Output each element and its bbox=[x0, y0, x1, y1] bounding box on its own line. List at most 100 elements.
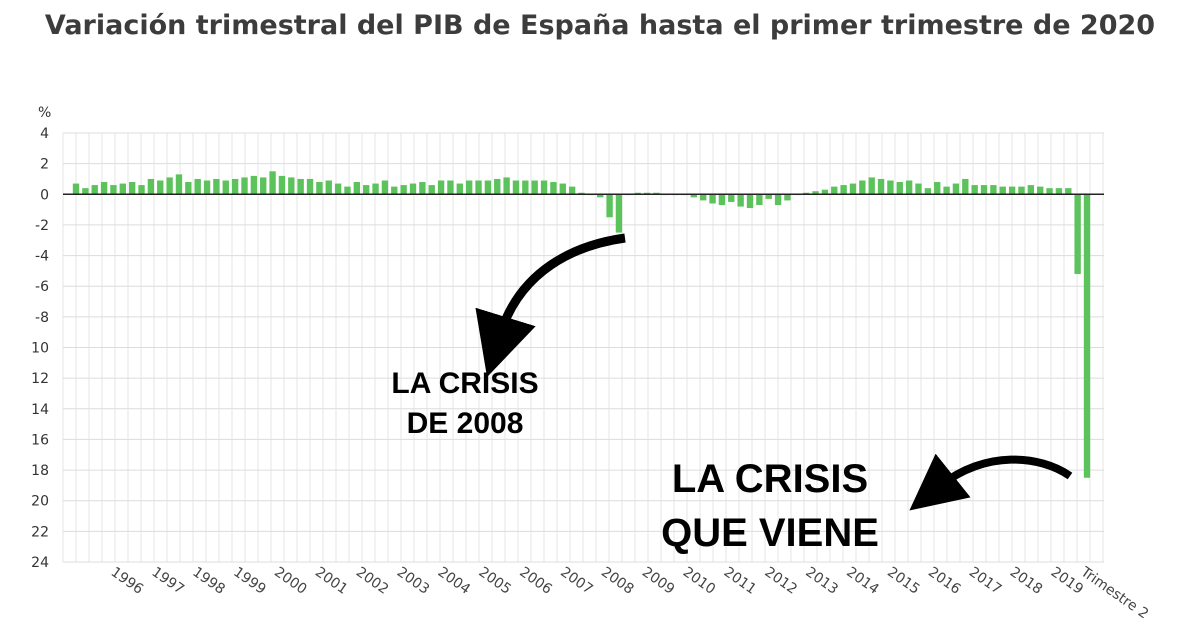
y-tick-label: -6 bbox=[35, 279, 49, 295]
bar-39 bbox=[437, 180, 445, 195]
bar-31 bbox=[363, 185, 370, 195]
bar-36 bbox=[409, 183, 417, 195]
x-tick-label: 2015 bbox=[884, 564, 922, 598]
bar-96 bbox=[971, 185, 978, 195]
bar-27 bbox=[325, 180, 332, 195]
x-tick-label: 2003 bbox=[394, 564, 432, 598]
bar-57 bbox=[606, 194, 613, 218]
bar-4 bbox=[110, 185, 117, 195]
x-tick-label: 2014 bbox=[843, 564, 881, 598]
bar-89 bbox=[905, 180, 913, 195]
y-tick-label: 2 bbox=[40, 157, 49, 173]
bar-67 bbox=[700, 194, 707, 201]
x-tick-label: 2010 bbox=[680, 564, 718, 598]
bar-30 bbox=[353, 182, 361, 195]
x-tick-label: 2008 bbox=[598, 564, 636, 598]
bar-86 bbox=[877, 178, 885, 195]
bar-71 bbox=[737, 194, 744, 207]
bar-34 bbox=[391, 186, 398, 195]
bar-107 bbox=[1074, 194, 1081, 274]
bar-8 bbox=[147, 178, 155, 195]
bar-0 bbox=[72, 183, 80, 195]
bar-28 bbox=[334, 183, 342, 195]
y-tick-label: 20 bbox=[31, 494, 49, 510]
bar-106 bbox=[1065, 188, 1072, 195]
bar-53 bbox=[568, 186, 576, 195]
bar-66 bbox=[690, 194, 698, 198]
chart-title: Variación trimestral del PIB de España h… bbox=[44, 10, 1156, 41]
bar-11 bbox=[175, 174, 183, 195]
bar-35 bbox=[400, 185, 407, 195]
bar-42 bbox=[465, 180, 473, 195]
bar-93 bbox=[943, 186, 950, 195]
bar-46 bbox=[503, 177, 510, 195]
bar-50 bbox=[540, 180, 548, 195]
bar-10 bbox=[166, 177, 173, 195]
bar-40 bbox=[447, 180, 454, 195]
bar-44 bbox=[484, 180, 492, 195]
arrow-future bbox=[909, 453, 1073, 511]
annotation-crisis-future-line-1: LA CRISIS bbox=[671, 457, 869, 501]
x-tick-label: 2013 bbox=[802, 564, 840, 598]
bar-38 bbox=[428, 185, 435, 195]
bar-105 bbox=[1055, 188, 1063, 195]
bar-102 bbox=[1027, 185, 1035, 195]
y-tick-label: 22 bbox=[31, 524, 49, 540]
bar-3 bbox=[100, 182, 108, 195]
bar-70 bbox=[728, 194, 735, 202]
bar-14 bbox=[203, 180, 211, 195]
bar-98 bbox=[990, 185, 997, 195]
bar-80 bbox=[821, 189, 829, 195]
bar-72 bbox=[746, 194, 754, 209]
x-tick-label: 2016 bbox=[925, 564, 963, 598]
bar-41 bbox=[456, 183, 463, 195]
x-tick-label: 2009 bbox=[639, 564, 677, 598]
y-tick-label: 16 bbox=[31, 432, 49, 448]
bar-85 bbox=[868, 177, 875, 195]
arrows-layer bbox=[475, 233, 1073, 511]
bar-20 bbox=[260, 177, 267, 195]
bar-26 bbox=[316, 182, 323, 195]
x-tick-label: 2002 bbox=[353, 564, 391, 598]
bar-69 bbox=[718, 194, 726, 206]
annotation-crisis-future: LA CRISIS QUE VIENE bbox=[600, 452, 940, 560]
x-tick-label: 2001 bbox=[312, 564, 350, 598]
bar-94 bbox=[952, 183, 960, 195]
bar-51 bbox=[550, 182, 557, 195]
x-tick-label: 1997 bbox=[149, 564, 187, 598]
annotation-crisis-future-line-2: QUE VIENE bbox=[661, 511, 879, 555]
y-tick-label: 4 bbox=[40, 126, 49, 142]
x-tick-label: 1998 bbox=[189, 564, 227, 598]
x-tick-label: 1999 bbox=[230, 564, 268, 598]
bar-21 bbox=[269, 171, 276, 195]
bar-108 bbox=[1083, 194, 1091, 478]
bar-91 bbox=[924, 188, 932, 195]
bar-43 bbox=[475, 180, 482, 195]
bar-82 bbox=[840, 185, 847, 195]
bar-56 bbox=[597, 194, 604, 198]
bar-61 bbox=[643, 192, 651, 195]
x-tick-label: 2012 bbox=[762, 564, 800, 598]
bar-5 bbox=[119, 183, 126, 195]
bar-6 bbox=[128, 182, 136, 195]
x-tick-label: 2006 bbox=[516, 564, 554, 598]
bar-45 bbox=[494, 178, 501, 195]
y-axis-label: % bbox=[38, 105, 51, 121]
bars-layer bbox=[72, 171, 1091, 478]
x-tick-label: 1996 bbox=[108, 564, 146, 598]
bar-52 bbox=[559, 183, 566, 195]
bar-48 bbox=[522, 180, 529, 195]
bar-18 bbox=[241, 177, 248, 195]
bar-15 bbox=[213, 178, 220, 195]
bar-101 bbox=[1018, 186, 1025, 195]
bar-95 bbox=[962, 178, 969, 195]
annotation-crisis-2008-line-2: DE 2008 bbox=[406, 407, 524, 440]
y-tick-label: 10 bbox=[31, 341, 49, 357]
y-tick-label: -4 bbox=[35, 249, 49, 265]
y-tick-label: 24 bbox=[31, 555, 49, 571]
bar-2 bbox=[91, 185, 98, 195]
bar-22 bbox=[278, 175, 286, 195]
bar-84 bbox=[859, 180, 866, 195]
bar-23 bbox=[288, 177, 295, 195]
bar-54 bbox=[578, 192, 585, 195]
